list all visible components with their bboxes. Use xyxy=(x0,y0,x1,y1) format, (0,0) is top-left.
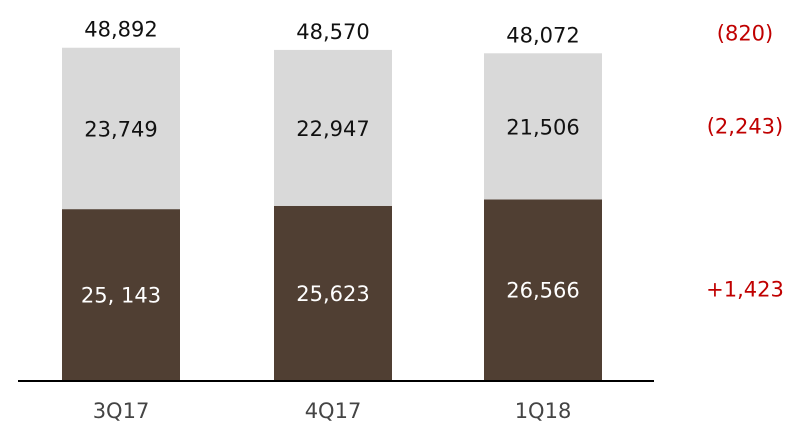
total-label-3q17: 48,892 xyxy=(84,18,157,42)
total-label-4q17: 48,570 xyxy=(296,20,369,44)
bar-4q17-series-0 xyxy=(274,205,392,380)
category-labels: 3Q17 4Q17 1Q18 xyxy=(93,399,572,423)
data-label-1q18-series-0: 26,566 xyxy=(506,279,579,303)
data-label-4q17-series-0: 25,623 xyxy=(296,282,369,306)
bar-4q17-series-1 xyxy=(274,49,392,206)
data-label-4q17-series-1: 22,947 xyxy=(296,117,369,141)
labels-layer: 25, 143 23,749 48,892 25,623 22,947 48,570 26,… xyxy=(81,18,580,308)
bar-3q17-series-0 xyxy=(62,209,180,380)
category-label-4q17: 4Q17 xyxy=(305,399,362,423)
bar-1q18-series-0 xyxy=(484,199,602,380)
bar-3q17-series-1 xyxy=(62,47,180,210)
data-label-1q18-series-1: 21,506 xyxy=(506,115,579,139)
total-label-1q18: 48,072 xyxy=(506,23,579,47)
bar-1q18-series-1 xyxy=(484,53,602,200)
change-label-1: (2,243) xyxy=(707,114,784,138)
bars-layer xyxy=(62,47,602,380)
data-label-3q17-series-0: 25, 143 xyxy=(81,284,161,308)
change-label-0: +1,423 xyxy=(706,278,784,302)
category-label-3q17: 3Q17 xyxy=(93,399,150,423)
change-labels: +1,423 (2,243) (820) xyxy=(706,21,784,301)
data-label-3q17-series-1: 23,749 xyxy=(84,117,157,141)
category-label-1q18: 1Q18 xyxy=(515,399,572,423)
change-label-2: (820) xyxy=(717,21,773,45)
